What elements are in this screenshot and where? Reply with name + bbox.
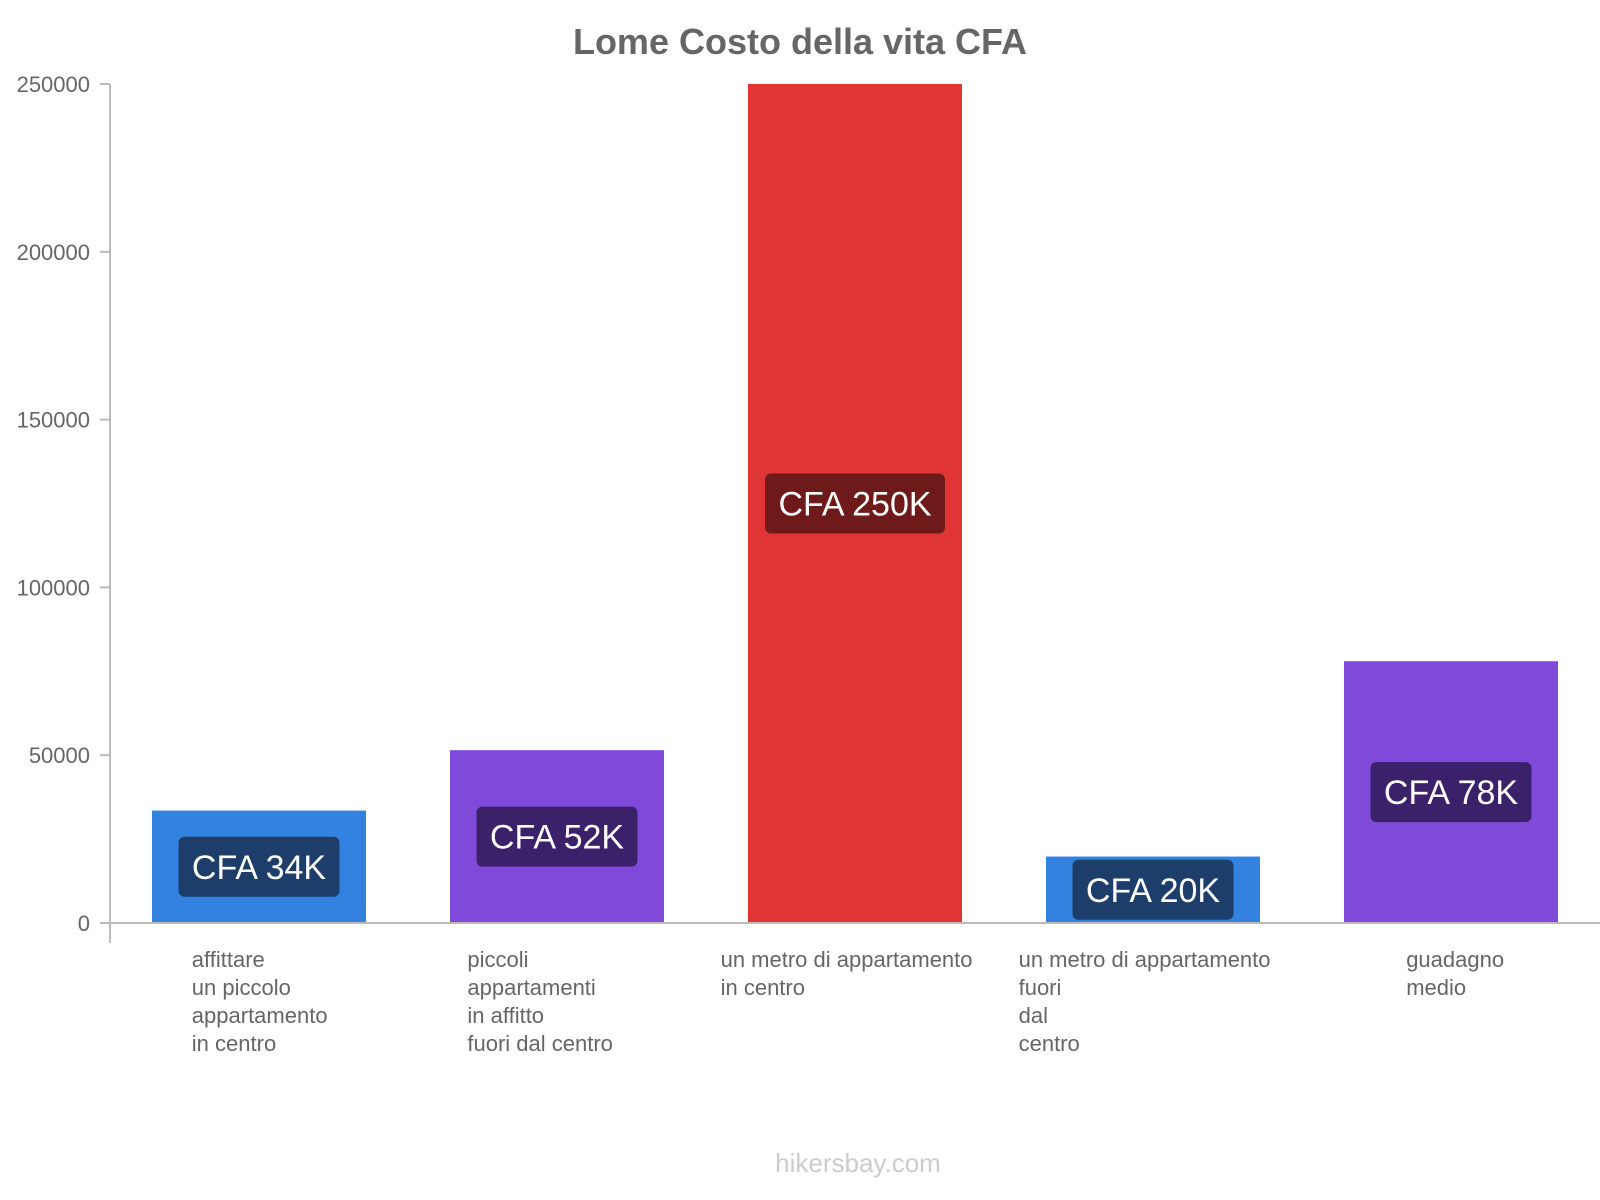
chart-title: Lome Costo della vita CFA bbox=[573, 21, 1027, 62]
data-label-text: CFA 20K bbox=[1086, 872, 1221, 910]
data-label-box bbox=[178, 836, 340, 897]
data-label-box bbox=[765, 473, 945, 534]
x-category-label: guadagno medio bbox=[1406, 947, 1504, 1000]
y-tick-label: 200000 bbox=[17, 240, 90, 265]
data-label: CFA 20K bbox=[1072, 859, 1234, 920]
data-label: CFA 250K bbox=[765, 473, 945, 534]
data-label-text: CFA 52K bbox=[490, 819, 625, 857]
x-category-label: affittare un piccolo appartamento in centro bbox=[192, 947, 328, 1056]
data-label-text: CFA 250K bbox=[778, 486, 931, 524]
y-tick-label: 250000 bbox=[17, 72, 90, 97]
y-tick-label: 150000 bbox=[17, 408, 90, 433]
data-label-box bbox=[1072, 859, 1234, 920]
y-axis: 0 50000 100000 150000 200000 250000 bbox=[17, 72, 111, 943]
y-tick-label: 100000 bbox=[17, 575, 90, 600]
data-label: CFA 34K bbox=[178, 836, 340, 897]
data-label-box bbox=[476, 806, 638, 867]
data-label: CFA 78K bbox=[1370, 762, 1532, 823]
data-label: CFA 52K bbox=[476, 806, 638, 867]
x-category-label: un metro di appartamento in centro bbox=[721, 947, 973, 1000]
x-axis: affittare un piccolo appartamento in centro… bbox=[110, 922, 1600, 1056]
x-category-label: un metro di appartamento fuori dal centro bbox=[1019, 947, 1271, 1056]
data-label-box bbox=[1370, 762, 1532, 823]
y-tick-label: 0 bbox=[78, 911, 90, 936]
x-category-label: piccoli appartamenti in affitto fuori dal c… bbox=[467, 947, 613, 1056]
data-label-text: CFA 34K bbox=[192, 849, 327, 887]
y-tick-label: 50000 bbox=[29, 743, 90, 768]
watermark: hikersbay.com bbox=[775, 1148, 941, 1178]
data-label-text: CFA 78K bbox=[1384, 774, 1519, 812]
data-labels-group: CFA 34K CFA 52K CFA 250K CFA 20K CFA 78K bbox=[178, 473, 1532, 920]
